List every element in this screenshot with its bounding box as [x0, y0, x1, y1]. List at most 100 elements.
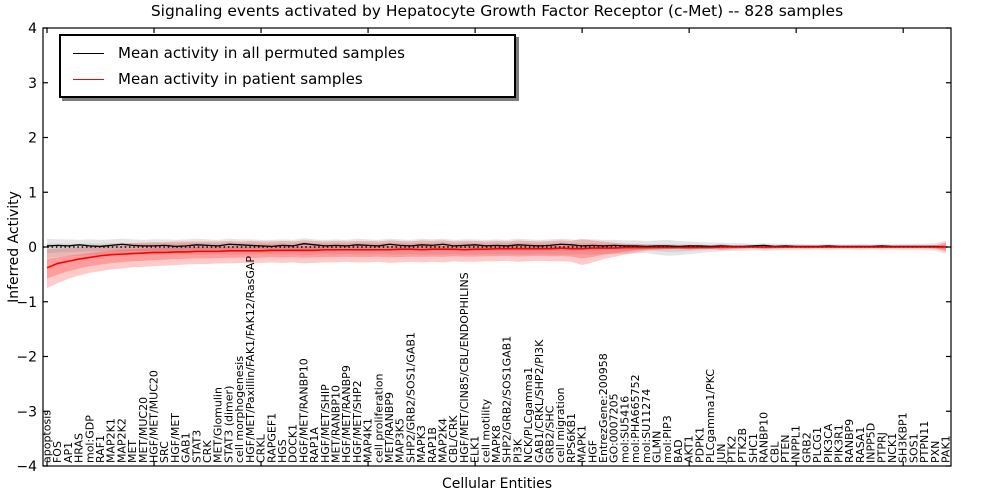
x-category-label: RASA1: [854, 427, 867, 463]
x-category-label: HGF/MET: [169, 413, 182, 463]
y-tick-label: 4: [28, 21, 37, 37]
x-category-label: PTK2: [725, 435, 738, 463]
y-axis-title: Inferred Activity: [6, 191, 22, 303]
x-category-label: mol:SU5416: [618, 396, 631, 463]
y-tick-label: −3: [16, 404, 37, 420]
x-category-label: GRB2: [800, 432, 813, 463]
legend-item-patient: Mean activity in patient samples: [61, 70, 514, 88]
y-tick-label: 1: [28, 185, 37, 201]
y-tick-label: −1: [16, 295, 37, 311]
x-category-label: SRC: [158, 441, 171, 463]
x-category-label: MET/RANBP10: [329, 385, 342, 463]
x-category-label: mol:PIP3: [661, 415, 674, 463]
x-category-label: PLCgamma1/PKC: [704, 369, 717, 463]
x-category-label: HGF/MET/RANBP10: [297, 358, 310, 463]
x-category-label: HGF/MET/MUC20: [148, 370, 161, 463]
x-category-label: MET/MUC20: [137, 397, 150, 463]
x-category-label: SOS1: [907, 433, 920, 463]
x-category-label: HGF/MET/SHIP: [319, 384, 332, 463]
x-category-label: FOS: [51, 441, 64, 463]
x-category-label: CBL/CRK: [447, 415, 460, 463]
x-category-label: HGF/MET/Paxillin/FAK1/FAK12/RasGAP: [244, 256, 257, 463]
x-category-label: GRB2/SHC: [544, 405, 557, 463]
x-category-label: CRKL: [255, 433, 268, 463]
x-category-label: PXN: [929, 441, 942, 463]
x-category-label: CRK: [201, 440, 214, 463]
x-category-label: GLMN: [651, 431, 664, 463]
x-category-label: HGF/MET/SHP2: [351, 380, 364, 463]
x-category-label: GO:0007205: [608, 393, 621, 463]
patient-confidence-band-outer: [47, 238, 946, 289]
x-category-label: PIK3CA: [822, 423, 835, 463]
x-category-label: BAD: [672, 439, 685, 463]
x-category-label: MAP3K5: [394, 418, 407, 463]
x-category-label: MAPK1: [576, 425, 589, 463]
x-category-label: MAPK3: [415, 425, 428, 463]
y-tick-label: 3: [28, 76, 37, 92]
chart-title: Signaling events activated by Hepatocyte…: [150, 2, 844, 20]
x-category-label: RANBP9: [843, 419, 856, 463]
x-category-label: JUN: [715, 443, 728, 464]
x-category-label: SHP2/GRB2/SOS1/GAB1: [404, 332, 417, 463]
x-category-label: RAP1B: [426, 427, 439, 463]
x-category-label: PI3K: [511, 438, 524, 463]
x-category-label: MET/Glomulin: [212, 387, 225, 463]
x-category-label: mol:SU11274: [640, 389, 653, 463]
x-category-label: cell migration: [554, 387, 567, 463]
x-category-label: RAF1: [94, 435, 107, 463]
x-category-label: PTPN11: [918, 421, 931, 463]
x-category-label: STAT3: [190, 430, 203, 463]
x-category-label: PDPK1: [693, 427, 706, 463]
x-category-label: DOCK1: [287, 424, 300, 463]
x-category-label: cell morphogenesis: [233, 356, 246, 463]
y-tick-label: −2: [16, 350, 37, 366]
y-tick-label: 2: [28, 131, 37, 147]
x-category-label: GAB1: [180, 432, 193, 463]
x-category-label: cell proliferation: [372, 373, 385, 463]
x-category-label: RAPGEF1: [265, 413, 278, 463]
x-category-label: NCK1: [886, 433, 899, 463]
x-category-label: MAP2K2: [115, 418, 128, 463]
x-category-label: HRAS: [73, 433, 86, 463]
x-category-label: GAB1/CRKL/SHP2/PI3K: [533, 339, 546, 463]
x-category-label: HGF: [586, 440, 599, 463]
patient-confidence-band-inner: [47, 244, 946, 279]
legend-label-patient: Mean activity in patient samples: [118, 70, 363, 88]
x-category-label: EntrezGene:200958: [597, 353, 610, 463]
permuted-line-sample: [73, 52, 104, 54]
x-category-label: MAPK8: [490, 425, 503, 463]
x-category-label: cell motility: [479, 398, 492, 463]
legend: Mean activity in all permuted samples Me…: [59, 34, 516, 98]
x-category-label: MET: [126, 440, 139, 463]
x-category-label: PIK3R1: [832, 424, 845, 463]
x-category-label: SH3KBP1: [897, 412, 910, 463]
x-category-label: PLCG1: [811, 427, 824, 463]
x-category-label: PAK1: [940, 435, 953, 463]
x-category-label: mol:GDP: [83, 415, 96, 463]
x-category-label: SHC1: [747, 433, 760, 463]
x-category-label: AKT1: [683, 435, 696, 463]
x-category-label: RPS6KB1: [565, 413, 578, 463]
x-axis-title: Cellular Entities: [441, 476, 553, 492]
x-category-label: HGS: [276, 439, 289, 463]
x-category-label: CBL: [768, 441, 781, 463]
x-category-label: MAP4K1: [362, 418, 375, 463]
x-category-label: MAP2K1: [105, 418, 118, 463]
x-category-label: HGF/MET/CIN85/CBL/ENDOPHILINS: [458, 272, 471, 463]
x-category-label: MET/RANBP9: [383, 392, 396, 463]
x-category-label: RANBP10: [758, 412, 771, 463]
x-category-label: apoptosis: [41, 410, 54, 463]
x-category-label: SHP2/GRB2/SOS1GAB1: [501, 336, 514, 463]
x-category-label: MAP2K4: [436, 418, 449, 463]
x-category-label: AP1: [62, 442, 75, 463]
x-category-label: ELK1: [469, 436, 482, 463]
x-category-label: STAT3 (dimer): [222, 386, 235, 463]
patient-mean-line: [46, 246, 946, 269]
patient-line-sample: [73, 78, 104, 80]
y-tick-label: −4: [16, 459, 37, 475]
x-category-label: NCK/PLCgamma1: [522, 367, 535, 463]
x-category-label: mol:PHA665752: [629, 374, 642, 463]
x-category-label: PTK2B: [736, 428, 749, 463]
